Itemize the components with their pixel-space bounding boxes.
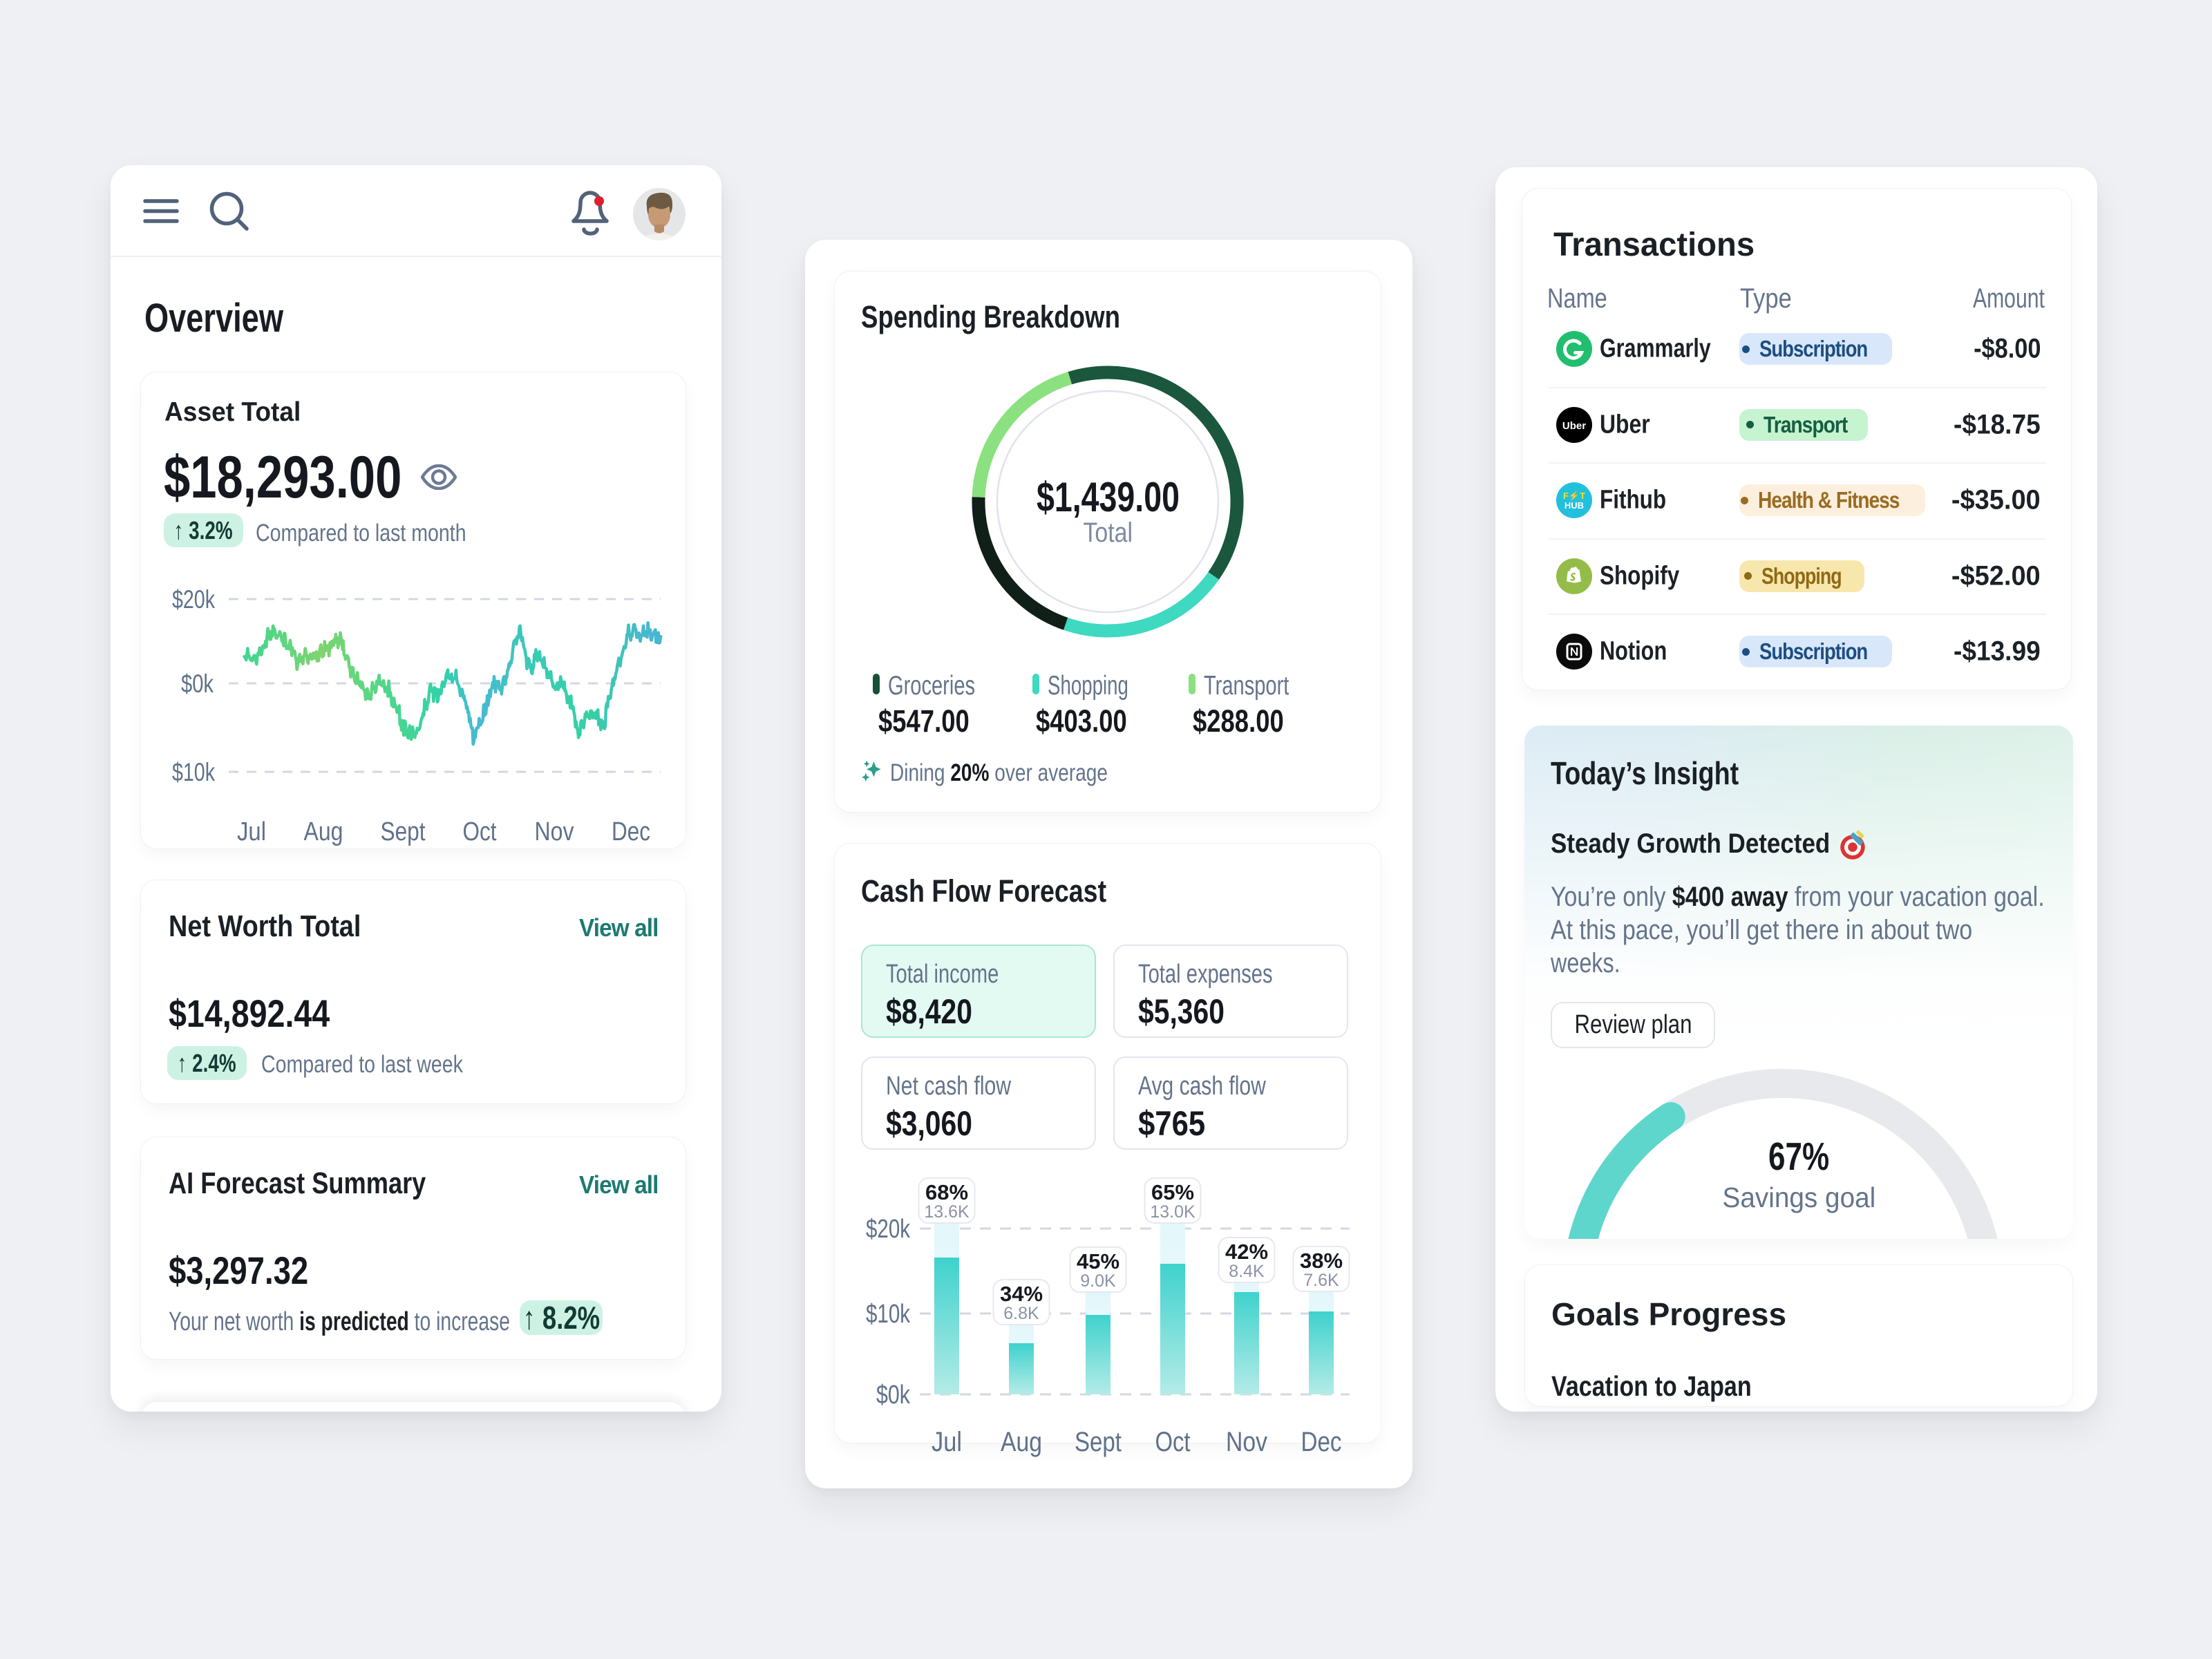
svg-text:Nov: Nov [1226, 1427, 1267, 1457]
svg-text:$10k: $10k [172, 758, 215, 786]
svg-text:65%: 65% [1151, 1180, 1194, 1204]
svg-text:Dec: Dec [612, 817, 650, 846]
svg-text:38%: 38% [1300, 1249, 1343, 1273]
svg-text:Jul: Jul [932, 1427, 962, 1457]
svg-text:Oct: Oct [1155, 1427, 1191, 1457]
svg-text:F⚡T: F⚡T [1563, 491, 1585, 502]
svg-text:45%: 45% [1077, 1249, 1119, 1273]
svg-text:Aug: Aug [304, 817, 343, 846]
svg-text:Dec: Dec [1301, 1427, 1342, 1457]
svg-text:Jul: Jul [237, 817, 266, 846]
svg-text:$10k: $10k [866, 1300, 911, 1329]
svg-text:34%: 34% [1000, 1282, 1043, 1306]
svg-text:$0k: $0k [876, 1381, 911, 1410]
svg-text:HUB: HUB [1565, 500, 1584, 511]
svg-text:8.4K: 8.4K [1229, 1262, 1265, 1281]
svg-text:$0k: $0k [181, 670, 214, 698]
svg-text:Uber: Uber [1562, 420, 1586, 432]
svg-text:Aug: Aug [1001, 1427, 1042, 1457]
svg-text:7.6K: 7.6K [1303, 1271, 1339, 1290]
svg-text:$20k: $20k [866, 1215, 911, 1244]
svg-text:$20k: $20k [172, 585, 215, 614]
svg-text:Oct: Oct [463, 817, 497, 846]
svg-text:Sept: Sept [381, 817, 426, 846]
svg-text:6.8K: 6.8K [1003, 1304, 1039, 1323]
svg-text:9.0K: 9.0K [1080, 1271, 1116, 1291]
svg-text:13.6K: 13.6K [924, 1202, 970, 1222]
svg-text:42%: 42% [1225, 1240, 1268, 1264]
svg-text:Nov: Nov [535, 817, 574, 846]
svg-text:13.0K: 13.0K [1150, 1202, 1195, 1222]
svg-text:Sept: Sept [1075, 1427, 1122, 1457]
svg-text:68%: 68% [925, 1180, 968, 1204]
